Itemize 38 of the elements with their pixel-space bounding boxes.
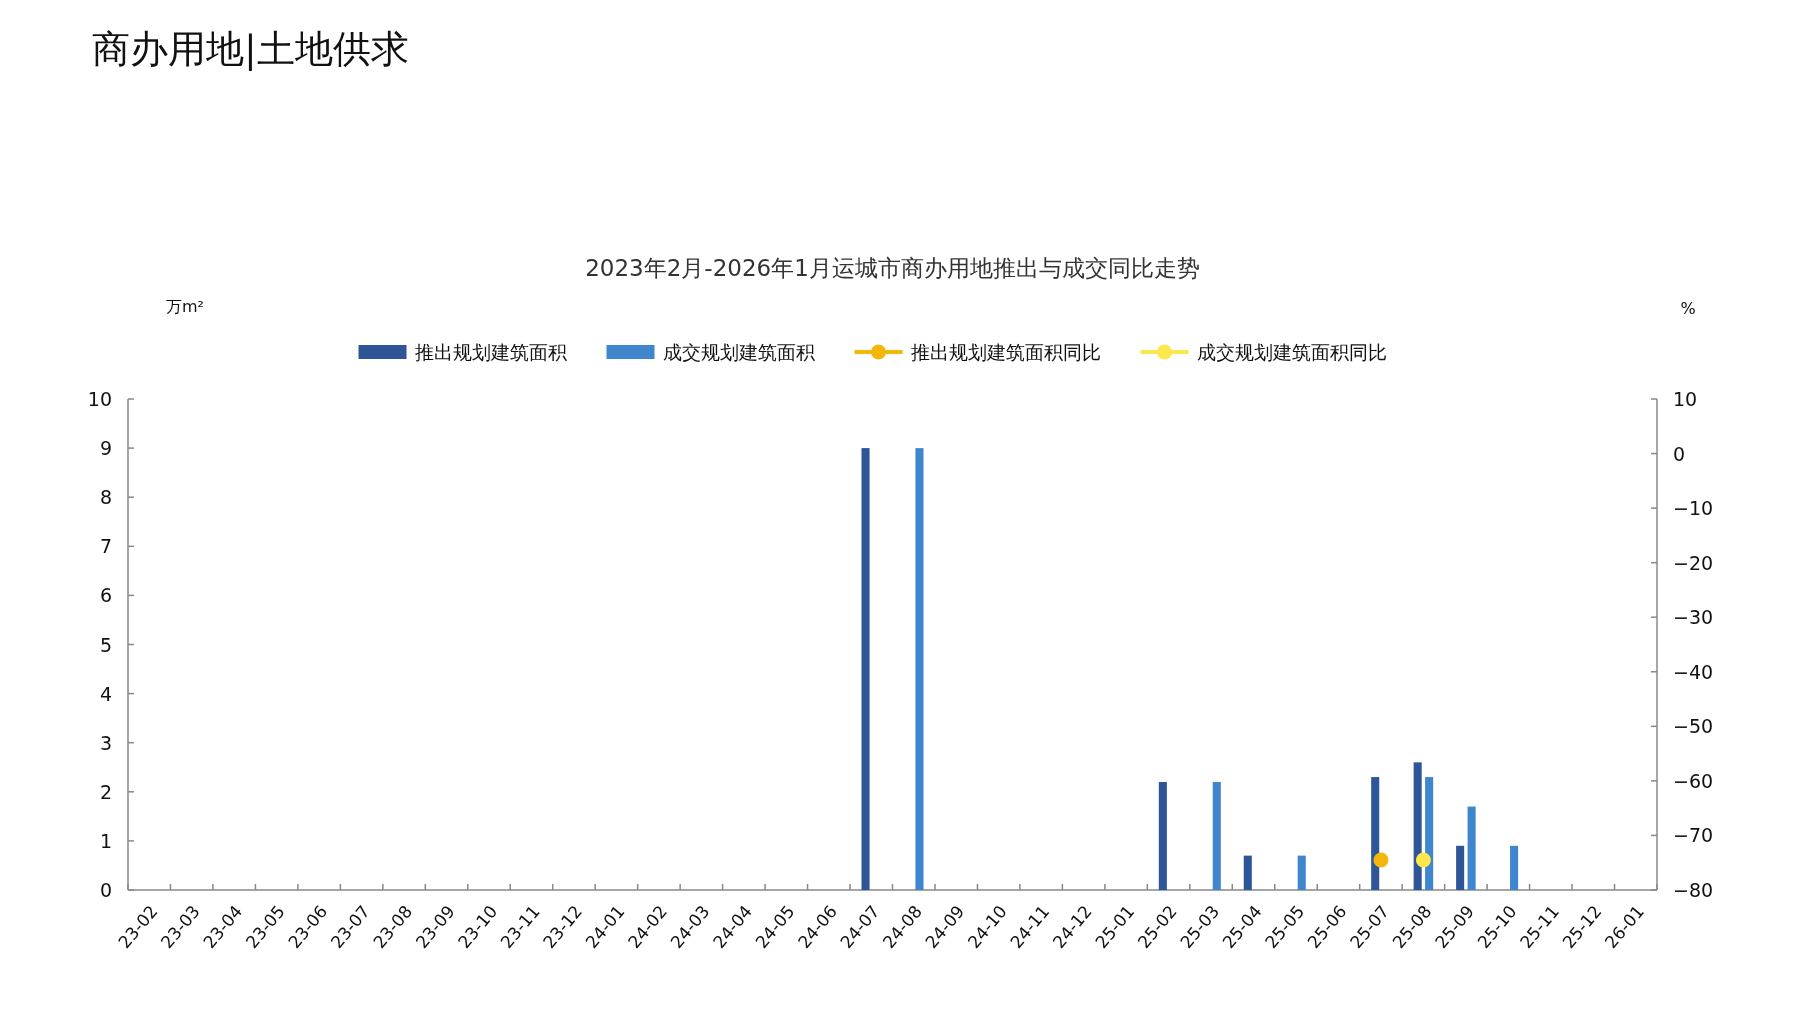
bar <box>1297 855 1306 890</box>
chart-subtitle: 2023年2月-2026年1月运城市商办用地推出与成交同比走势 <box>585 255 1200 281</box>
y-axis-title: 万m² <box>166 297 204 316</box>
bar <box>915 448 924 890</box>
legend-label: 成交规划建筑面积同比 <box>1196 341 1387 363</box>
bar <box>1212 781 1221 890</box>
y2-tick-label: −50 <box>1673 715 1714 738</box>
y-tick-label: 7 <box>99 535 112 558</box>
y2-tick-label: 0 <box>1673 442 1686 465</box>
y-tick-label: 5 <box>99 633 112 656</box>
y2-axis-title: % <box>1680 299 1696 318</box>
y-tick-label: 9 <box>99 437 112 460</box>
bar <box>861 448 870 890</box>
legend-label: 推出规划建筑面积同比 <box>910 341 1101 363</box>
y2-tick-label: −60 <box>1673 769 1714 792</box>
y2-tick-label: 10 <box>1673 388 1698 410</box>
bar <box>1510 845 1519 890</box>
y-tick-label: 8 <box>99 486 112 509</box>
y2-tick-label: −80 <box>1673 879 1714 901</box>
y-tick-label: 4 <box>99 682 112 705</box>
legend-label: 推出规划建筑面积 <box>414 341 567 363</box>
bar <box>1456 845 1465 890</box>
y-tick-label: 10 <box>87 388 112 410</box>
y2-tick-label: −40 <box>1673 660 1714 683</box>
bar <box>1467 806 1476 890</box>
y2-tick-label: −10 <box>1673 497 1714 520</box>
y-tick-label: 3 <box>99 731 112 754</box>
y-tick-label: 2 <box>99 780 112 803</box>
legend-label: 成交规划建筑面积 <box>662 341 815 363</box>
y2-tick-label: −70 <box>1673 824 1714 847</box>
y-tick-label: 0 <box>99 879 112 901</box>
bar <box>1158 781 1167 890</box>
y2-tick-label: −20 <box>1673 551 1714 574</box>
bar <box>1243 855 1252 890</box>
y2-tick-label: −30 <box>1673 606 1714 629</box>
chart-title: 商办用地|土地供求 <box>92 27 409 71</box>
y-tick-label: 1 <box>99 829 112 852</box>
y-tick-label: 6 <box>99 584 112 607</box>
